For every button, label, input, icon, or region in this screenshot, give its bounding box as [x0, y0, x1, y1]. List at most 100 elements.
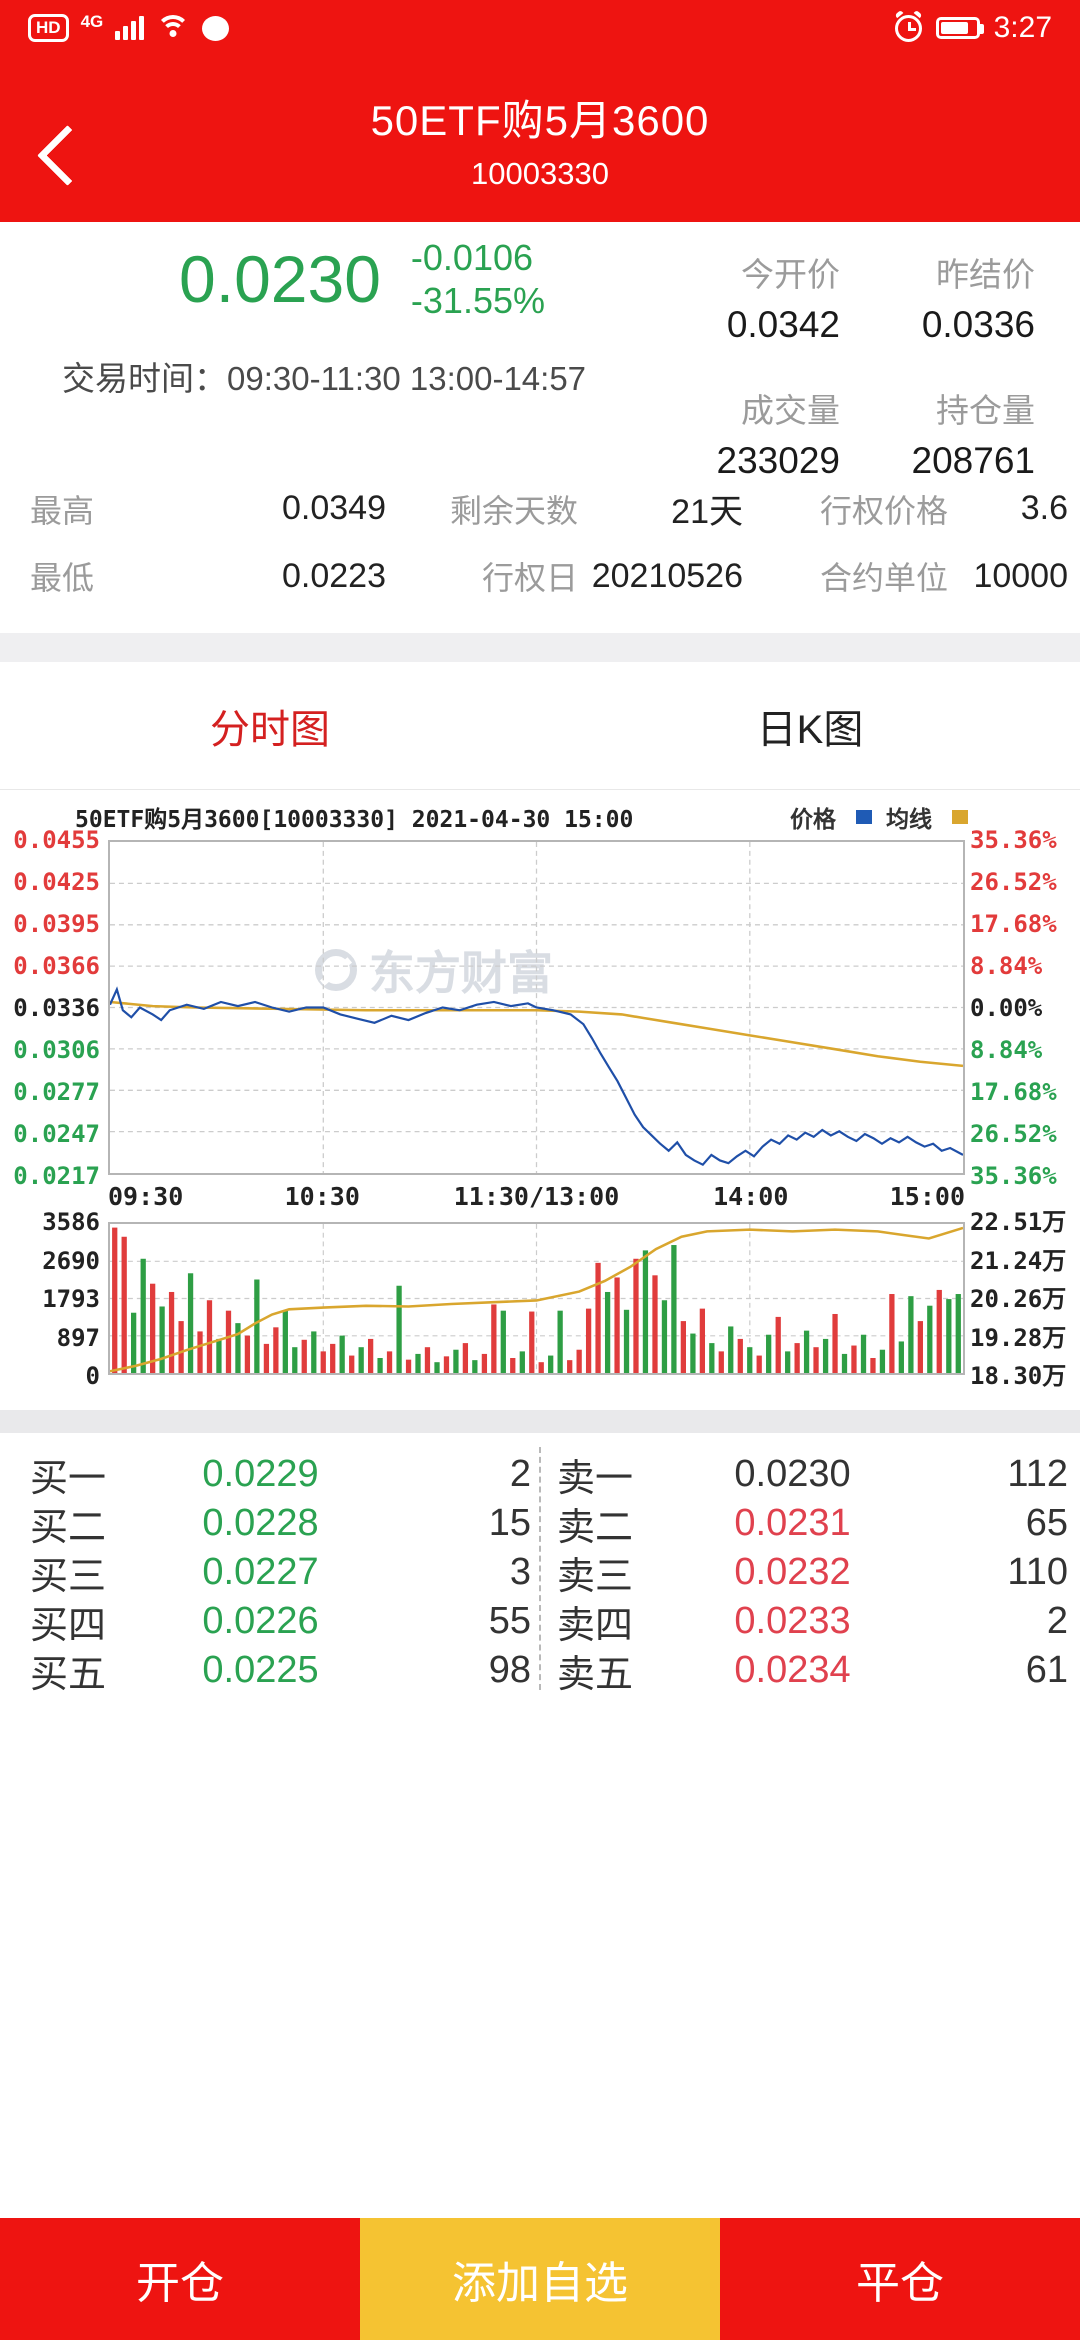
axis-tick: 8.84%: [970, 952, 1043, 980]
bid-level-label: 买二: [30, 1507, 107, 1549]
ask-level-label: 卖二: [557, 1507, 634, 1549]
axis-tick: 18.30万: [970, 1362, 1067, 1390]
ask-price: 0.0233: [734, 1600, 851, 1642]
bid-price: 0.0225: [202, 1649, 319, 1691]
volume-plot[interactable]: [108, 1222, 965, 1375]
status-bar: HD 4G 3:27: [0, 0, 1080, 56]
stat-value: 0.0349: [282, 489, 386, 527]
volume-axis-right: 22.51万 21.24万 20.26万 19.28万 18.30万: [970, 1210, 1078, 1388]
axis-tick: 897: [56, 1323, 100, 1352]
time-axis: 09:30 10:30 11:30/13:00 14:00 15:00: [108, 1182, 965, 1212]
action-bar: 开仓 添加自选 平仓: [0, 2218, 1080, 2340]
ask-price: 0.0230: [734, 1453, 851, 1495]
axis-tick: 15:00: [889, 1182, 965, 1211]
ask-level-label: 卖一: [557, 1458, 634, 1500]
bid-qty: 55: [488, 1600, 531, 1642]
back-icon[interactable]: [37, 125, 98, 186]
bid-row[interactable]: 买五 0.0225 98: [0, 1643, 539, 1696]
axis-tick: 35.36%: [970, 1162, 1057, 1190]
open-interest-value: 208761: [911, 440, 1035, 481]
bid-qty: 15: [488, 1502, 531, 1544]
bid-price: 0.0228: [202, 1502, 319, 1544]
watermark-logo-icon: [315, 949, 357, 991]
watermark: 东方财富: [315, 937, 553, 1003]
close-position-button[interactable]: 平仓: [720, 2218, 1080, 2340]
ask-qty: 2: [1046, 1600, 1068, 1642]
ask-row[interactable]: 卖二 0.0231 65: [541, 1496, 1080, 1549]
ask-level-label: 卖五: [557, 1654, 634, 1696]
axis-tick: 3586: [42, 1208, 100, 1236]
watermark-text: 东方财富: [369, 947, 553, 999]
bid-level-label: 买四: [30, 1605, 107, 1647]
hd-badge-icon: HD: [28, 14, 69, 42]
axis-tick: 0.0277: [13, 1078, 100, 1106]
ask-price: 0.0231: [734, 1502, 851, 1544]
axis-tick: 20.26万: [970, 1285, 1067, 1313]
volume-plot-svg: [110, 1224, 963, 1373]
axis-tick: 17.68%: [970, 1078, 1057, 1106]
chart-legend: 价格 均线: [790, 800, 968, 834]
axis-tick: 0: [85, 1362, 100, 1390]
tab-intraday-chart[interactable]: 分时图: [210, 707, 330, 752]
order-book: 买一 0.0229 2 买二 0.0228 15 买三 0.0227 3 买四 …: [0, 1433, 1080, 1696]
bid-price: 0.0229: [202, 1453, 319, 1495]
stat-label: 合约单位: [819, 560, 948, 596]
axis-tick: 0.0366: [13, 952, 100, 980]
open-price-value: 0.0342: [726, 304, 840, 345]
volume-value: 233029: [716, 440, 840, 481]
alarm-clock-icon: [894, 9, 922, 42]
axis-tick: 1793: [42, 1285, 100, 1313]
axis-tick: 09:30: [108, 1182, 184, 1211]
ask-row[interactable]: 卖四 0.0233 2: [541, 1594, 1080, 1647]
section-divider: [0, 633, 1080, 662]
price-change: -0.0106: [410, 237, 534, 278]
bid-price: 0.0227: [202, 1551, 319, 1593]
stat-label: 剩余天数: [449, 492, 578, 529]
intraday-chart: 50ETF购5月3600[10003330] 2021-04-30 15:00 …: [0, 790, 1080, 1410]
axis-tick: 17.68%: [970, 910, 1057, 938]
price-axis-right: 35.36% 26.52% 17.68% 8.84% 0.00% 8.84% 1…: [970, 828, 1078, 1188]
status-time: 3:27: [993, 11, 1052, 44]
axis-tick: 0.0306: [13, 1036, 100, 1064]
volume-axis-left: 3586 2690 1793 897 0: [0, 1210, 100, 1388]
open-position-button[interactable]: 开仓: [0, 2218, 360, 2340]
ask-qty: 65: [1025, 1502, 1068, 1544]
axis-tick: 0.0336: [13, 994, 100, 1022]
legend-price-label: 价格: [790, 807, 836, 833]
last-price: 0.0230: [179, 242, 381, 317]
trade-time-label: 交易时间：: [62, 360, 227, 397]
axis-tick: 0.00%: [970, 994, 1043, 1022]
order-book-asks: 卖一 0.0230 112 卖二 0.0231 65 卖三 0.0232 110…: [539, 1447, 1080, 1696]
wifi-icon: [156, 15, 191, 41]
network-type-label: 4G: [80, 12, 104, 31]
price-plot[interactable]: 东方财富: [108, 840, 965, 1175]
stat-label: 最低: [30, 560, 95, 596]
header: 50ETF购5月3600 10003330: [0, 56, 1080, 222]
prev-settle-label: 昨结价: [936, 256, 1035, 293]
axis-tick: 10:30: [284, 1182, 360, 1211]
axis-tick: 0.0395: [13, 910, 100, 938]
ask-level-label: 卖四: [557, 1605, 634, 1647]
stat-value: 20210526: [591, 556, 743, 595]
volume-label: 成交量: [741, 392, 840, 429]
axis-tick: 26.52%: [970, 868, 1057, 896]
order-book-bids: 买一 0.0229 2 买二 0.0228 15 买三 0.0227 3 买四 …: [0, 1447, 539, 1696]
axis-tick: 8.84%: [970, 1036, 1043, 1064]
ask-row[interactable]: 卖五 0.0234 61: [541, 1643, 1080, 1696]
ask-row[interactable]: 卖一 0.0230 112: [541, 1447, 1080, 1500]
bid-level-label: 买三: [30, 1556, 107, 1598]
bid-level-label: 买一: [30, 1458, 107, 1500]
bid-qty: 98: [488, 1649, 531, 1691]
bid-row[interactable]: 买四 0.0226 55: [0, 1594, 539, 1647]
bid-row[interactable]: 买三 0.0227 3: [0, 1545, 539, 1598]
bid-row[interactable]: 买一 0.0229 2: [0, 1447, 539, 1500]
open-price-label: 今开价: [741, 256, 840, 293]
bid-row[interactable]: 买二 0.0228 15: [0, 1496, 539, 1549]
price-plot-svg: [110, 842, 963, 1173]
tab-daily-k-chart[interactable]: 日K图: [756, 707, 864, 752]
ask-row[interactable]: 卖三 0.0232 110: [541, 1545, 1080, 1598]
axis-tick: 19.28万: [970, 1323, 1067, 1352]
page-title: 50ETF购5月3600: [370, 96, 710, 144]
legend-avg-label: 均线: [886, 807, 932, 833]
add-watchlist-button[interactable]: 添加自选: [360, 2218, 720, 2340]
